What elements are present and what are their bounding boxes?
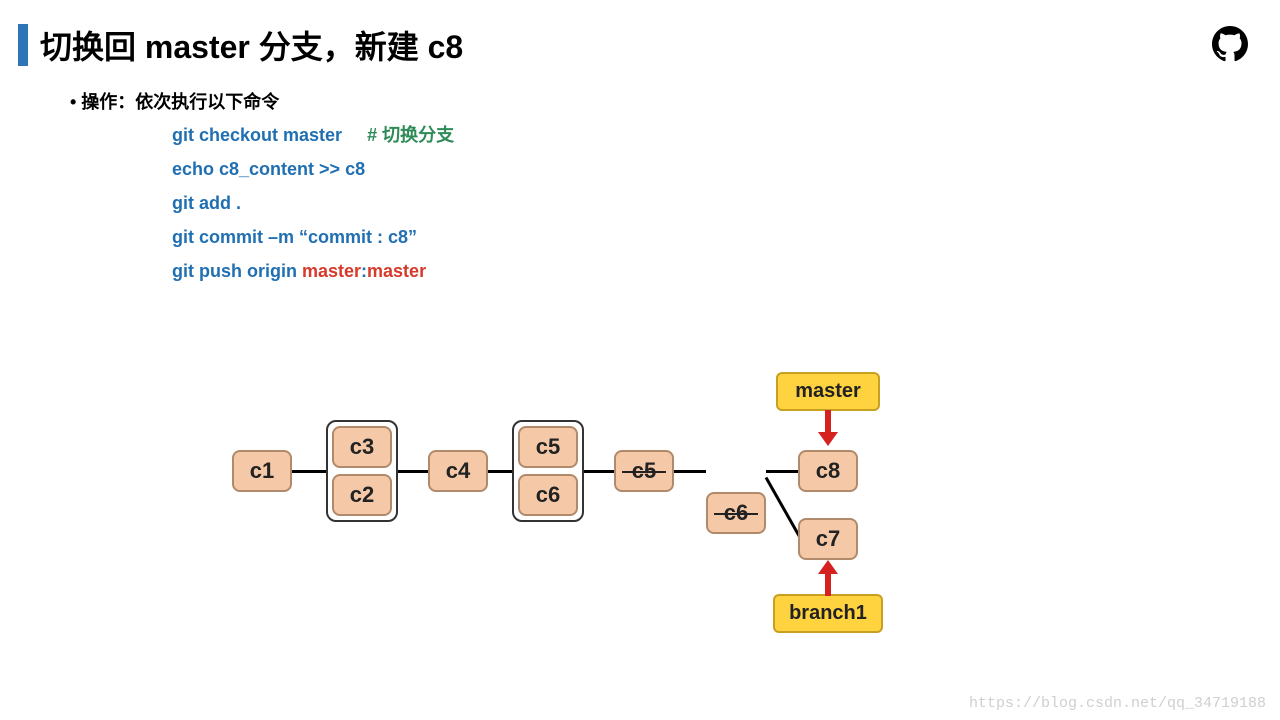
cmd-1-comment: # 切换分支 [367, 125, 454, 145]
branch-arrow-icon [818, 560, 838, 596]
commit-node-c2: c2 [332, 474, 392, 516]
cmd-1-text: git checkout master [172, 125, 342, 145]
commit-node-c8: c8 [798, 450, 858, 492]
commit-edge [398, 470, 428, 473]
cmd-5-red2: master [367, 261, 426, 281]
branch-label-master: master [776, 372, 880, 411]
branch-label-branch1: branch1 [773, 594, 883, 633]
cmd-line-4: git commit –m “commit : c8” [172, 220, 454, 254]
title-text: 切换回 master 分支，新建 c8 [40, 22, 463, 68]
watermark: https://blog.csdn.net/qq_34719188 [969, 695, 1266, 712]
commit-diagram: c1c3c2c4c5c6c5c6c8c7masterbranch1 [0, 0, 60, 84]
commit-edge-diagonal [765, 477, 802, 538]
cmd-line-1: git checkout master # 切换分支 [172, 118, 454, 152]
operation-heading: • 操作：依次执行以下命令 [70, 88, 279, 114]
branch-arrow-icon [818, 410, 838, 446]
commit-node-c6: c6 [706, 492, 766, 534]
commit-node-c3: c3 [332, 426, 392, 468]
commit-node-c6: c6 [518, 474, 578, 516]
cmd-line-3: git add . [172, 186, 454, 220]
command-list: git checkout master # 切换分支 echo c8_conte… [172, 118, 454, 288]
commit-edge [292, 470, 326, 473]
commit-node-c4: c4 [428, 450, 488, 492]
cmd-line-5: git push origin master:master [172, 254, 454, 288]
cmd-5-prefix: git push origin [172, 261, 302, 281]
commit-edge [766, 470, 798, 473]
commit-node-c5: c5 [614, 450, 674, 492]
cmd-5-red1: master [302, 261, 361, 281]
commit-node-c7: c7 [798, 518, 858, 560]
cmd-line-2: echo c8_content >> c8 [172, 152, 454, 186]
commit-node-c5: c5 [518, 426, 578, 468]
commit-node-c1: c1 [232, 450, 292, 492]
commit-edge [674, 470, 706, 473]
github-icon [1212, 26, 1248, 67]
commit-edge [584, 470, 614, 473]
slide-title: 切换回 master 分支，新建 c8 [18, 22, 463, 68]
commit-edge [488, 470, 512, 473]
